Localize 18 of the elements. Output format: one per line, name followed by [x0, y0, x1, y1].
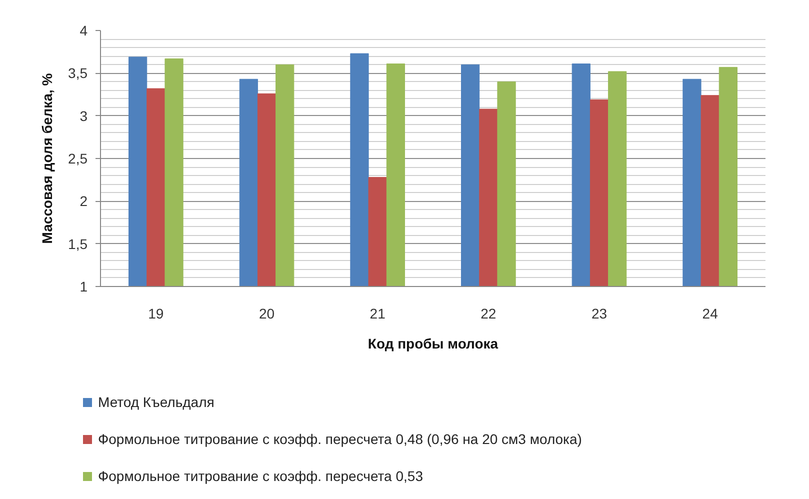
- legend-label: Формольное титрование с коэфф. пересчета 0,53: [98, 468, 423, 485]
- y-tick-label: 2: [80, 193, 88, 210]
- y-tick-label: 3,5: [68, 65, 88, 82]
- legend-label: Метод Къельдаля: [98, 394, 214, 411]
- legend-label: Формольное титрование с коэфф. пересчета 0,48 (0,96 на 20 см3 молока): [98, 431, 582, 448]
- x-tick-label: 19: [148, 306, 164, 322]
- x-tick-label: 24: [702, 306, 718, 322]
- x-tick-label: 23: [591, 306, 608, 322]
- y-axis-title: Массовая доля белка, %: [39, 72, 56, 244]
- x-tick-label: 21: [370, 306, 386, 322]
- y-tick-label: 2,5: [68, 150, 88, 166]
- x-tick-label: 20: [258, 306, 275, 322]
- y-tick-label: 4: [80, 22, 88, 38]
- y-tick-label: 1: [80, 278, 88, 294]
- x-tick-label: 22: [480, 306, 496, 322]
- y-tick-label: 3: [80, 108, 88, 124]
- x-axis-title: Код пробы молока: [368, 336, 498, 352]
- y-tick-label: 1,5: [68, 236, 88, 252]
